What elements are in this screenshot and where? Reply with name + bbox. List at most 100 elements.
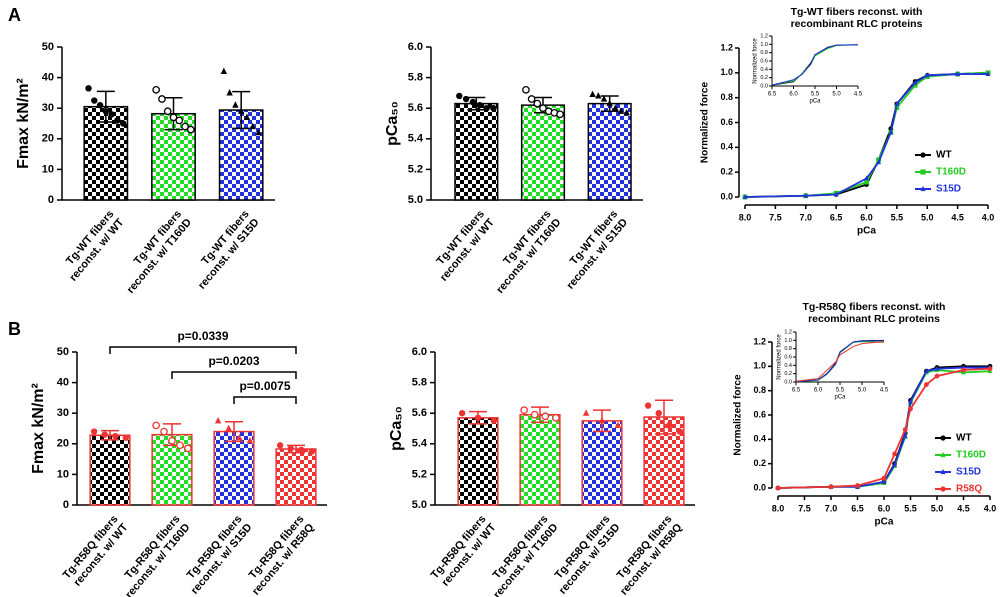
marker <box>225 424 232 432</box>
inset-y-tick-label: 0.0 <box>784 379 792 385</box>
legend-label: WT <box>956 433 972 444</box>
marker <box>606 99 613 107</box>
marker <box>160 427 168 436</box>
bar <box>213 430 255 506</box>
inset-y-tick-label: 0.4 <box>760 67 768 73</box>
x-tick-label: Tg-WT fibersreconst. w/ S15D <box>554 208 630 292</box>
marker <box>961 367 966 373</box>
y-tick-label: 0 <box>63 499 69 511</box>
marker <box>112 432 119 440</box>
marker <box>855 483 860 488</box>
marker <box>912 79 918 85</box>
inset-y-tick-label: 0.2 <box>784 371 792 377</box>
marker <box>552 413 560 422</box>
marker <box>612 104 619 111</box>
error-bar <box>467 96 486 111</box>
x-tick-label: 7.5 <box>798 503 811 513</box>
marker <box>152 85 161 94</box>
y-tick-label: 0.2 <box>720 167 733 177</box>
y-tick-label: 6.0 <box>412 346 427 358</box>
legend-label: S15D <box>956 467 981 478</box>
y-tick-label: 30 <box>42 102 54 114</box>
x-tick-label: Tg-R58Q fibersreconst. w/ R58Q <box>608 513 685 597</box>
marker <box>595 92 602 99</box>
inset-y-label: Normalized force <box>753 38 759 84</box>
x-tick-label: Tg-R58Q fibersreconst. w/ R58Q <box>240 513 317 597</box>
x-tick-label: Tg-WT fibersreconst. w/ T160D <box>484 208 563 296</box>
marker <box>924 72 930 78</box>
y-tick-label: 40 <box>57 377 69 389</box>
y-axis-label: pCa₅₀ <box>388 406 405 451</box>
y-tick-label: 0 <box>48 194 54 206</box>
significance-bracket <box>109 346 297 354</box>
marker <box>985 71 991 76</box>
error-bar <box>225 421 243 443</box>
marker <box>246 436 254 444</box>
marker <box>108 111 115 118</box>
y-tick-label: 1.0 <box>720 67 733 77</box>
chart-title: Tg-WT fibers reconst. with recombinant RL… <box>791 6 923 30</box>
x-tick-label: Tg-R58Q fibersreconst. w/ WT <box>61 513 131 590</box>
inset-y-tick-label: 0.0 <box>760 83 768 89</box>
marker <box>876 159 882 165</box>
marker <box>158 95 166 103</box>
annotation: p=0.0339 <box>177 329 228 343</box>
marker <box>186 125 195 134</box>
marker <box>102 108 110 115</box>
marker <box>530 410 539 419</box>
x-tick-label: 7.5 <box>769 212 782 222</box>
marker <box>119 120 127 127</box>
marker <box>169 113 178 122</box>
marker <box>483 105 490 112</box>
x-tick-label: 6.5 <box>830 212 843 222</box>
inset-axes <box>795 332 884 383</box>
marker <box>881 479 887 484</box>
y-tick-label: 5.4 <box>408 133 424 145</box>
inset-plot <box>772 44 858 86</box>
marker <box>474 414 482 421</box>
inset-y-tick-label: 0.8 <box>760 50 768 56</box>
inset-x-label: pCa <box>809 99 821 105</box>
x-tick-label: Tg-R58Q fibersreconst. w/ S15D <box>547 513 623 597</box>
marker <box>232 101 239 108</box>
inset-y-tick-label: 1.2 <box>784 329 792 335</box>
x-tick-label: 4.5 <box>957 503 970 513</box>
x-tick-label: 6.0 <box>860 212 873 222</box>
marker <box>908 406 913 412</box>
marker <box>833 191 839 197</box>
panel-label: B <box>8 319 21 339</box>
marker <box>892 451 897 457</box>
marker <box>940 451 946 458</box>
marker <box>894 100 900 106</box>
marker <box>864 175 869 181</box>
marker <box>533 99 542 108</box>
marker <box>934 365 940 371</box>
marker <box>298 446 305 454</box>
bar <box>587 102 632 201</box>
marker <box>176 441 184 450</box>
marker <box>522 85 530 94</box>
marker <box>902 427 908 432</box>
chart-title: Tg-R58Q fibers reconst. with recombinant … <box>803 301 946 325</box>
marker <box>287 445 294 452</box>
marker <box>101 431 108 438</box>
y-axis-label: Fmax kN/m² <box>30 383 47 474</box>
marker <box>520 406 528 414</box>
y-tick-label: 0.8 <box>753 385 766 395</box>
x-tick-label: 4.5 <box>951 212 964 222</box>
marker <box>122 434 130 441</box>
x-tick-label: 4.0 <box>984 503 997 513</box>
x-tick-label: 5.5 <box>891 212 904 222</box>
legend-label: T160D <box>936 167 966 178</box>
y-tick-label: 5.8 <box>412 377 427 389</box>
marker <box>308 448 316 455</box>
y-tick-label: 10 <box>42 163 54 175</box>
inset-x-tick-label: 5.0 <box>832 92 841 98</box>
inset-y-tick-label: 0.8 <box>784 346 792 352</box>
y-tick-label: 0.2 <box>753 458 766 468</box>
marker <box>527 95 536 103</box>
x-tick-label: 6.5 <box>851 503 864 513</box>
marker <box>623 108 630 116</box>
marker <box>912 82 918 88</box>
